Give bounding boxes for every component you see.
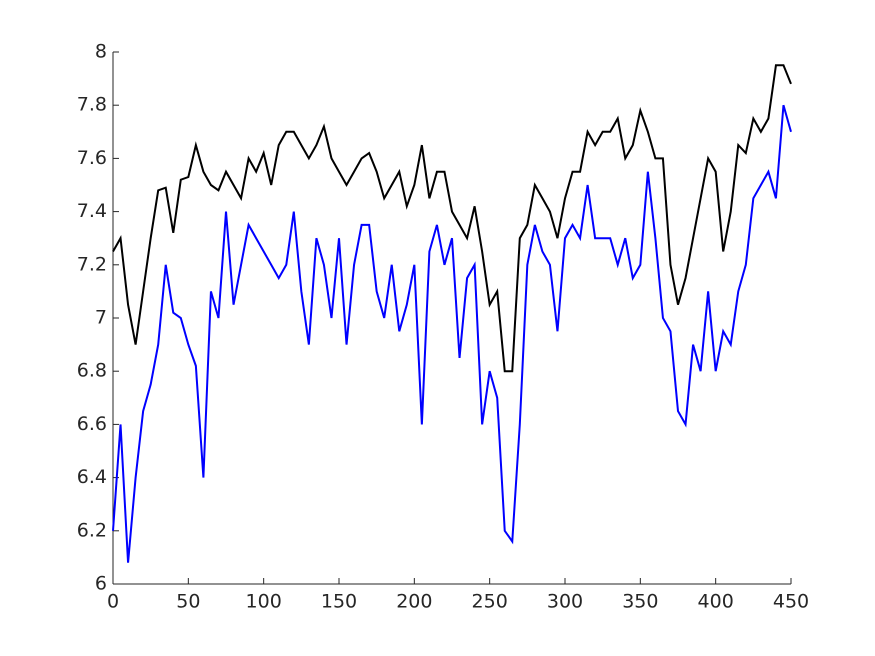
data-line [112,64,792,373]
y-tick-label: 7 [95,307,107,329]
x-tick-label: 50 [176,591,200,613]
x-tick-label: 300 [547,591,583,613]
y-tick-label: 6.4 [77,466,107,488]
y-tick-label: 6.2 [77,519,107,541]
y-tick-label: 6 [95,573,107,595]
y-tick-label: 7.6 [77,147,107,169]
y-tick-label: 7.2 [77,253,107,275]
x-tick-label: 100 [246,591,282,613]
data-line [112,104,792,563]
x-tick-label: 250 [472,591,508,613]
x-tick-label: 0 [107,591,119,613]
y-tick-label: 6.8 [77,360,107,382]
x-tick-label: 450 [773,591,809,613]
y-tick-label: 6.6 [77,413,107,435]
y-tick-label: 7.8 [77,94,107,116]
y-tick-label: 8 [95,41,107,63]
x-tick-label: 150 [321,591,357,613]
x-tick-label: 200 [396,591,432,613]
x-tick-label: 350 [622,591,658,613]
y-tick-label: 7.4 [77,200,107,222]
x-tick-label: 400 [698,591,734,613]
